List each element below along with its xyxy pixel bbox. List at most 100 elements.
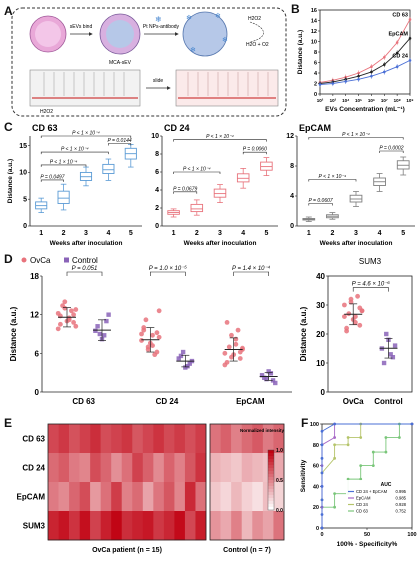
p-value-label: P = 0.0002 — [379, 146, 403, 152]
y-axis-label: Distance (a.u.) — [299, 306, 308, 361]
heatmap-cell — [79, 482, 91, 512]
heatmap-cell — [69, 424, 80, 454]
chip-left — [29, 69, 141, 107]
chart-d2: 0 10 20 30 40 Distance (a.u.) SUM3 OvCa Control P… — [299, 257, 413, 406]
roc-point — [333, 492, 336, 496]
data-point — [331, 82, 335, 85]
data-point-ovca — [235, 327, 241, 333]
data-point-ovca — [141, 327, 147, 333]
y-tick-label: 12 — [30, 311, 39, 320]
colorbar-step — [268, 483, 274, 487]
heatmap-cell — [184, 482, 196, 512]
label-h2o-o2: H2O + O2 — [246, 42, 269, 48]
y-tick-label: 0 — [321, 388, 326, 397]
x-tick-label: 10⁸ — [394, 98, 401, 103]
svg-text:❄: ❄ — [186, 14, 192, 22]
heatmap-cell — [163, 511, 175, 541]
data-point-control — [268, 371, 274, 376]
data-point-ovca — [71, 320, 76, 325]
heatmap-cell — [252, 424, 264, 454]
roc-point — [346, 436, 350, 439]
heatmap-cell — [58, 511, 70, 541]
data-point — [395, 65, 399, 68]
x-tick-label: 0 — [320, 532, 323, 538]
heatmap-cell — [174, 424, 186, 454]
colorbar-step — [268, 471, 274, 475]
data-point-ovca — [139, 338, 144, 343]
label-sevs-bind: sEVs bind — [70, 24, 93, 30]
x-tick-label: 1 — [307, 230, 311, 237]
legend-auc: 0.928 — [396, 502, 407, 507]
y-tick-label: 14 — [311, 19, 318, 25]
series-label: CD 63 — [392, 12, 408, 18]
y-tick-label: 12 — [311, 29, 317, 35]
data-point-control — [176, 356, 181, 361]
y-tick-label: 8 — [314, 50, 317, 56]
heatmap-cell — [100, 424, 112, 454]
heatmap-cell — [163, 424, 175, 454]
significance-bracket — [40, 151, 109, 155]
data-point-ovca — [222, 350, 228, 356]
heatmap-cell — [174, 511, 186, 541]
data-point-control — [392, 343, 398, 348]
heatmap-cell — [132, 482, 144, 512]
roc-point — [359, 464, 363, 467]
legend-label: CD 24 — [356, 502, 369, 507]
label-pt-nps: Pt NPs-antibody — [143, 24, 180, 30]
data-point — [370, 70, 373, 74]
legend-marker-control — [64, 257, 69, 263]
group-label: Control (n = 7) — [223, 547, 271, 554]
heatmap-cell — [58, 424, 70, 454]
roc-point — [320, 485, 324, 488]
p-value-label: P = 1.4 × 10⁻⁴ — [232, 265, 271, 272]
x-tick-label: 3 — [84, 230, 88, 237]
heatmap-cell — [79, 453, 91, 483]
p-value-label: P < 1 × 10⁻⁴ — [61, 147, 89, 153]
series-line — [319, 59, 411, 85]
x-tick-label: 100 — [407, 532, 416, 538]
heatmap-cell — [184, 453, 196, 483]
data-point-control — [97, 331, 102, 337]
heatmap-cell — [174, 482, 186, 512]
roc-point — [359, 477, 363, 481]
significance-bracket — [173, 171, 221, 174]
data-point-ovca — [71, 312, 76, 318]
heatmap-cell — [273, 424, 285, 454]
heatmap-cell — [273, 453, 285, 483]
x-tick-label: 2 — [62, 230, 66, 237]
y-tick-label: 20 — [313, 505, 319, 511]
heatmap-cell — [210, 511, 221, 541]
data-point-ovca — [224, 320, 230, 325]
data-point-ovca — [60, 303, 65, 309]
p-value-label: P < 1 × 10⁻⁴ — [319, 174, 347, 180]
heatmap-frame-ovca — [47, 423, 207, 541]
data-point-control — [102, 333, 107, 338]
y-axis-label: Distance (a.u.) — [7, 159, 14, 203]
heatmap-cell — [69, 453, 80, 483]
heatmap-cell — [142, 511, 154, 541]
p-value-label: P = 0.0607 — [309, 198, 333, 204]
x-tick-label: CD 24 — [156, 397, 179, 406]
data-point-ovca — [359, 308, 365, 314]
data-point-ovca — [229, 332, 234, 338]
y-tick-label: 6 — [155, 169, 159, 176]
y-tick-label: 16 — [311, 8, 317, 14]
y-tick-label: 5 — [23, 196, 27, 203]
colorbar-step — [268, 504, 274, 508]
data-point-control — [270, 378, 276, 383]
x-tick-label: 10⁵ — [355, 98, 362, 103]
data-point — [382, 70, 386, 74]
heatmap-cell — [153, 482, 165, 512]
data-point-ovca — [342, 302, 347, 308]
heatmap-cell — [163, 453, 175, 483]
colorbar-tick: 0.5 — [276, 478, 283, 484]
heatmap-cell — [142, 482, 154, 512]
colorbar-step — [268, 456, 274, 460]
heatmap-cell — [121, 424, 133, 454]
y-tick-label: 2 — [155, 205, 159, 212]
heatmap-cell — [220, 424, 232, 454]
x-tick-label: 5 — [401, 230, 405, 237]
snowflake-icon: ❄ — [155, 15, 162, 24]
roc-point — [320, 526, 324, 530]
colorbar-step — [268, 489, 274, 493]
